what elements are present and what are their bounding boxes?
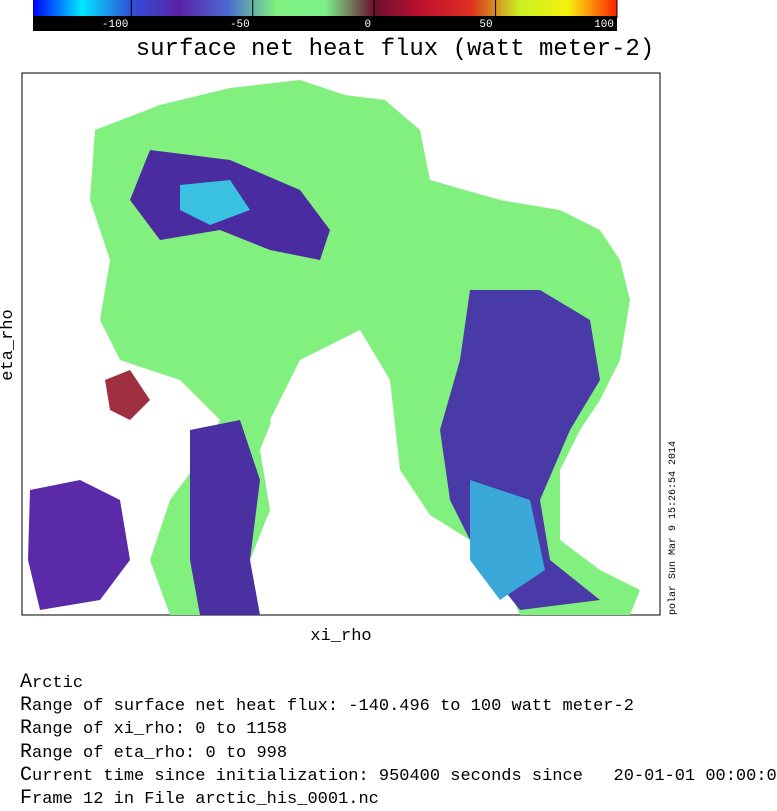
- colorbar: [33, 0, 617, 16]
- colorbar-tick-label: -50: [230, 19, 250, 31]
- colorbar-tick-label: 0: [365, 19, 372, 31]
- x-axis-label: xi_rho: [310, 627, 371, 646]
- colorbar-tick-label: -100: [102, 19, 128, 31]
- region-lowest: [470, 480, 545, 600]
- open-ocean: [270, 330, 420, 560]
- region-high: [105, 370, 150, 420]
- info-line: Arctic: [20, 671, 84, 694]
- region-low: [190, 420, 260, 615]
- info-line: Current time since initialization: 95040…: [20, 763, 777, 787]
- info-line: Range of surface net heat flux: -140.496…: [20, 694, 634, 718]
- figure: -100 -50 0 50 100 surface net heat flux (wat…: [0, 0, 679, 646]
- title: surface net heat flux (watt meter-2): [136, 36, 654, 63]
- info-line: Range of xi_rho: 0 to 1158: [20, 717, 288, 741]
- info-line: Range of eta_rho: 0 to 998: [20, 740, 288, 764]
- region-low: [28, 480, 130, 610]
- timestamp: polar Sun Mar 9 15:26:54 2014: [667, 441, 679, 615]
- map: [21, 72, 661, 616]
- info-text: Arctic Range of surface net heat flux: -1…: [20, 671, 777, 811]
- colorbar-tick-label: 50: [479, 19, 492, 31]
- y-axis-label: eta_rho: [0, 309, 18, 380]
- colorbar-tick-label: 100: [594, 19, 614, 31]
- region-lowest: [180, 180, 250, 225]
